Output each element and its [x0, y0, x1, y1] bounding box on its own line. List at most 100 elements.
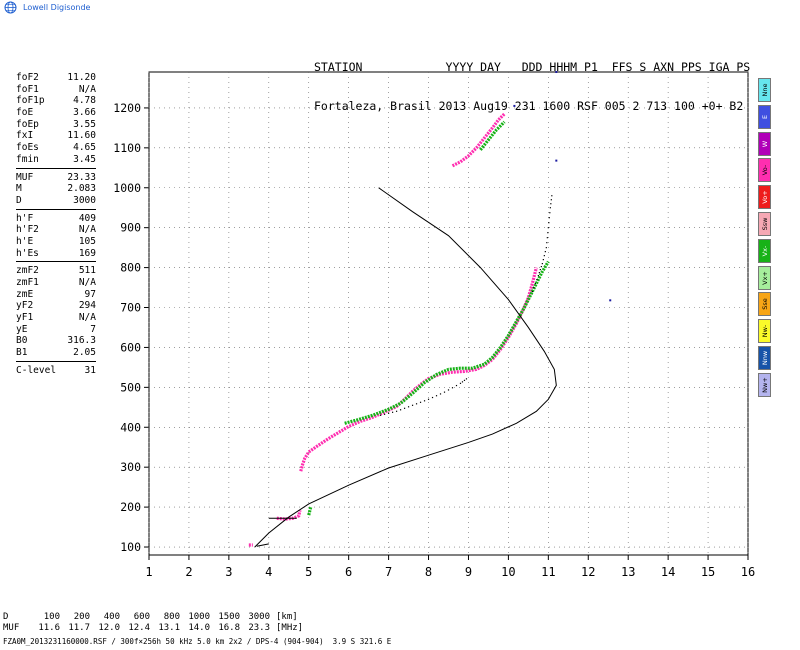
trace-dot — [447, 389, 450, 391]
param-label: foE — [16, 107, 34, 119]
param-value: 31 — [84, 364, 96, 376]
y-tick-label: 1100 — [113, 141, 141, 155]
param-row: C-level 31 — [16, 365, 96, 377]
outlier-point — [609, 299, 612, 302]
trace-dot — [431, 396, 434, 399]
trace-dot — [546, 242, 548, 244]
param-label: h'F2 — [16, 224, 39, 236]
param-row: h'F 409 — [16, 213, 96, 225]
param-row: h'Es 169 — [16, 248, 96, 260]
param-label: zmF1 — [16, 277, 39, 288]
trace-dot — [533, 286, 535, 289]
param-label: yF1 — [16, 312, 34, 324]
outlier-point — [555, 159, 558, 162]
param-value: N/A — [78, 277, 96, 288]
legend-item: Nnw — [758, 345, 771, 370]
legend-item: Vx+ — [758, 265, 771, 290]
muf-unit: [MHz] — [276, 623, 304, 633]
legend-item: Vx- — [758, 238, 771, 263]
trace-dot — [550, 203, 552, 205]
param-value: 11.60 — [67, 130, 96, 142]
y-tick-label: 300 — [120, 460, 141, 474]
trace-dot — [415, 403, 418, 405]
param-value: 23.33 — [67, 171, 96, 183]
param-value: 4.65 — [73, 142, 96, 154]
param-row: M 2.083 — [16, 183, 96, 195]
x-tick-label: 4 — [265, 565, 272, 579]
header-columns: STATION YYYY DAY DDD HHHM P1 FFS S AXN P… — [314, 60, 751, 74]
y-tick-label: 800 — [120, 261, 141, 275]
trace-dot — [544, 251, 546, 253]
trace-dot — [538, 271, 540, 274]
muf-value: 16.8 — [218, 623, 240, 633]
trace-dot — [546, 237, 548, 239]
param-row: foEs 4.65 — [16, 142, 96, 154]
distance-value: 800 — [163, 612, 180, 622]
distance-value: 1500 — [218, 612, 240, 622]
param-row: foE 3.66 — [16, 107, 96, 119]
legend-label: Ssw — [760, 217, 769, 231]
param-label: foEp — [16, 118, 39, 130]
param-label: MUF — [16, 171, 34, 183]
x-tick-label: 11 — [541, 565, 555, 579]
param-value: 316.3 — [67, 335, 96, 347]
param-value: N/A — [78, 312, 96, 324]
trace-dot — [411, 404, 414, 406]
trace-dot — [531, 290, 533, 293]
outlier-point — [555, 71, 558, 73]
legend-label: Nne — [760, 83, 769, 97]
muf-value: 11.7 — [68, 623, 90, 633]
legend-label: Vx+ — [760, 270, 769, 285]
y-tick-label: 900 — [120, 221, 141, 235]
param-label: h'Es — [16, 247, 39, 259]
param-label: B0 — [16, 335, 28, 347]
param-label: foEs — [16, 142, 39, 154]
trace-dot — [459, 382, 462, 384]
param-separator — [16, 167, 96, 169]
trace-dot — [384, 413, 386, 415]
param-value: 3.55 — [73, 118, 96, 130]
param-value: 2.05 — [73, 347, 96, 359]
x-trace-line — [344, 260, 550, 425]
legend-item: Nne — [758, 78, 771, 102]
param-value: 2.083 — [67, 183, 96, 195]
trace-dot — [427, 398, 430, 400]
param-label: yE — [16, 323, 28, 335]
legend-item: Vo- — [758, 158, 771, 183]
muf-value: 13.1 — [158, 623, 180, 633]
distance-value: 600 — [133, 612, 150, 622]
legend-label: Vo- — [760, 165, 769, 176]
muf-value: 12.4 — [128, 623, 150, 633]
param-row: yF2 294 — [16, 300, 96, 312]
legend-item: W — [758, 131, 771, 156]
param-row: foEp 3.55 — [16, 119, 96, 131]
param-row: D 3000 — [16, 195, 96, 207]
param-value: 11.20 — [67, 72, 96, 83]
trace-dot — [549, 212, 551, 214]
o-trace-line — [299, 267, 538, 472]
o-trace-line — [451, 112, 506, 168]
param-separator — [16, 208, 96, 210]
param-label: fmin — [16, 153, 39, 165]
param-row: foF2 11.20 — [16, 72, 96, 84]
trace-dot — [461, 381, 464, 383]
profile-line — [254, 187, 557, 548]
plot-frame — [148, 71, 749, 556]
y-tick-label: 200 — [120, 500, 141, 514]
distance-value: 200 — [73, 612, 90, 622]
param-label: M — [16, 183, 22, 195]
param-value: 511 — [78, 265, 96, 277]
param-row: foF1 N/A — [16, 84, 96, 96]
distance-value: 400 — [103, 612, 120, 622]
param-value: 3000 — [73, 194, 96, 206]
muf-value: 11.6 — [38, 623, 60, 633]
param-value: N/A — [78, 224, 96, 236]
param-label: yF2 — [16, 300, 34, 312]
param-row: fmin 3.45 — [16, 154, 96, 166]
param-row: zmF1 N/A — [16, 277, 96, 289]
brand: Lowell Digisonde — [4, 0, 90, 14]
param-value: 169 — [78, 247, 96, 259]
trace-dot — [423, 400, 426, 402]
x-tick-label: 13 — [621, 565, 635, 579]
